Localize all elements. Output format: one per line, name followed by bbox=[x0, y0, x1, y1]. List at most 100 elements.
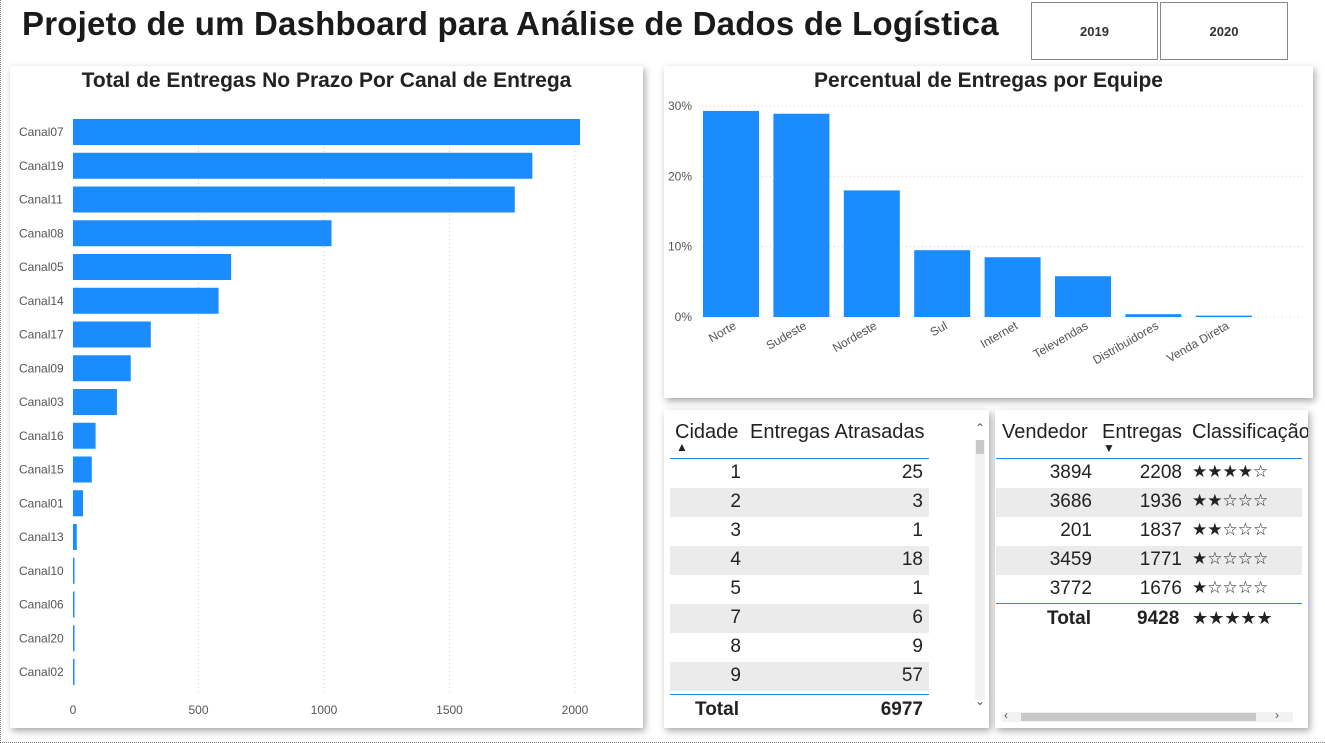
vendedor-total-entregas: 9428 bbox=[1137, 608, 1180, 629]
y-tick-label: Canal01 bbox=[19, 496, 64, 510]
year-slicer-2020-button[interactable]: 2020 bbox=[1160, 2, 1288, 60]
entregas-atrasadas-cell: 9 bbox=[912, 636, 923, 657]
total-divider bbox=[996, 603, 1302, 604]
table-row[interactable]: 9 57 bbox=[670, 662, 929, 691]
entregas-atrasadas-cell: 57 bbox=[901, 665, 923, 686]
star-rating-icon: ★★☆☆☆ bbox=[1192, 520, 1269, 539]
bar-canal06 bbox=[73, 591, 75, 618]
bar-sudeste bbox=[773, 113, 830, 317]
bar-sul bbox=[914, 250, 971, 317]
cidade-total-label: Total bbox=[695, 699, 739, 720]
cidade-vertical-scrollbar[interactable] bbox=[975, 440, 985, 700]
cidade-cell: 3 bbox=[730, 520, 741, 541]
scroll-left-icon[interactable]: ‹ bbox=[1004, 708, 1008, 722]
entregas-atrasadas-cell: 18 bbox=[901, 549, 923, 570]
star-rating-icon: ★★☆☆☆ bbox=[1192, 491, 1269, 510]
entregas-cell: 1676 bbox=[1139, 578, 1182, 599]
cidade-table-panel[interactable]: Cidade Entregas Atrasadas ▲ 1 25 2 3 3 1 4 18 5 1… bbox=[664, 410, 989, 728]
vendedor-horizontal-scrollbar[interactable] bbox=[1001, 712, 1293, 722]
bar-canal11 bbox=[73, 186, 515, 213]
vendedor-total-label: Total bbox=[1047, 608, 1091, 629]
y-tick-label: Canal15 bbox=[19, 463, 64, 477]
vendedor-cell: 3686 bbox=[1049, 491, 1092, 512]
y-tick-label: 0% bbox=[675, 310, 693, 324]
x-tick-label: 0 bbox=[70, 703, 77, 717]
x-tick-label: Distribuidores bbox=[1090, 318, 1161, 367]
y-tick-label: Canal20 bbox=[19, 631, 64, 645]
bar-canal03 bbox=[73, 389, 117, 415]
table-row[interactable]: 3459 1771 ★☆☆☆☆ bbox=[996, 546, 1302, 575]
table-row[interactable]: 3686 1936 ★★☆☆☆ bbox=[996, 488, 1302, 517]
y-tick-label: Canal09 bbox=[19, 361, 64, 375]
x-tick-label: 1000 bbox=[311, 703, 338, 717]
y-tick-label: Canal16 bbox=[19, 429, 64, 443]
scroll-up-icon[interactable]: ⌃ bbox=[975, 421, 986, 435]
star-rating-icon: ★☆☆☆☆ bbox=[1192, 549, 1269, 568]
equipe-chart-title: Percentual de Entregas por Equipe bbox=[814, 69, 1163, 92]
vendedor-column-header[interactable]: Vendedor bbox=[1002, 421, 1088, 443]
bar-norte bbox=[703, 110, 759, 317]
sort-ascending-icon: ▲ bbox=[676, 440, 688, 454]
bar-canal20 bbox=[73, 625, 75, 652]
bar-canal08 bbox=[73, 220, 332, 247]
bar-canal16 bbox=[73, 422, 96, 449]
cidade-column-header[interactable]: Cidade bbox=[675, 421, 739, 443]
y-tick-label: Canal03 bbox=[19, 395, 64, 409]
x-tick-label: 500 bbox=[188, 703, 208, 717]
canal-chart-title: Total de Entregas No Prazo Por Canal de … bbox=[81, 69, 572, 92]
equipe-chart-panel[interactable]: Percentual de Entregas por Equipe 0% 10% 2… bbox=[664, 66, 1313, 398]
x-tick-label: 1500 bbox=[436, 703, 463, 717]
table-row[interactable]: 1 25 bbox=[670, 459, 929, 488]
cidade-cell: 5 bbox=[730, 578, 741, 599]
page-title: Projeto de um Dashboard para Análise de … bbox=[22, 5, 999, 42]
y-tick-label: Canal10 bbox=[19, 564, 64, 578]
table-row[interactable]: 3772 1676 ★☆☆☆☆ bbox=[996, 575, 1302, 604]
vendedor-cell: 3894 bbox=[1049, 462, 1092, 483]
entregas-atrasadas-cell: 1 bbox=[912, 520, 923, 541]
classificacao-column-header[interactable]: Classificação bbox=[1192, 421, 1308, 443]
entregas-column-header[interactable]: Entregas bbox=[1102, 421, 1183, 443]
bar-canal14 bbox=[73, 287, 219, 314]
scrollbar-thumb[interactable] bbox=[976, 440, 984, 454]
scroll-right-icon[interactable]: › bbox=[1275, 708, 1279, 722]
x-tick-label: Sul bbox=[928, 318, 950, 339]
bar-canal02 bbox=[73, 659, 75, 685]
entregas-atrasadas-cell: 6 bbox=[912, 607, 923, 628]
bar-canal01 bbox=[73, 490, 84, 517]
y-tick-label: Canal13 bbox=[19, 530, 64, 544]
y-tick-label: Canal11 bbox=[19, 193, 63, 207]
y-tick-label: Canal02 bbox=[19, 665, 64, 679]
header-divider bbox=[996, 458, 1302, 459]
y-tick-label: Canal07 bbox=[19, 125, 64, 139]
scroll-down-icon[interactable]: ⌄ bbox=[975, 694, 986, 708]
cidade-cell: 4 bbox=[730, 549, 741, 570]
x-tick-label: Venda Direta bbox=[1164, 318, 1231, 365]
x-tick-label: Televendas bbox=[1031, 318, 1091, 360]
cidade-total-value: 6977 bbox=[880, 699, 923, 720]
scrollbar-thumb[interactable] bbox=[1021, 713, 1256, 721]
canal-chart-panel[interactable]: Total de Entregas No Prazo Por Canal de … bbox=[10, 66, 643, 728]
y-tick-label: Canal08 bbox=[19, 226, 64, 240]
table-row[interactable]: 3894 2208 ★★★★☆ bbox=[996, 459, 1302, 488]
y-tick-label: 30% bbox=[668, 99, 692, 113]
table-row[interactable]: 4 18 bbox=[670, 546, 929, 575]
y-tick-label: Canal17 bbox=[19, 328, 64, 342]
x-tick-label: 2000 bbox=[562, 703, 589, 717]
sort-descending-icon: ▼ bbox=[1103, 441, 1115, 455]
y-tick-label: 20% bbox=[668, 169, 692, 183]
entregas-atrasadas-column-header[interactable]: Entregas Atrasadas bbox=[750, 421, 925, 443]
entregas-atrasadas-cell: 1 bbox=[912, 578, 923, 599]
y-tick-label: 10% bbox=[668, 240, 692, 254]
entregas-atrasadas-cell: 3 bbox=[912, 491, 923, 512]
vendedor-table-panel[interactable]: Vendedor Entregas Classificação ▼ 3894 22… bbox=[995, 410, 1308, 728]
year-slicer-2019-button[interactable]: 2019 bbox=[1031, 2, 1158, 60]
table-row[interactable]: 201 1837 ★★☆☆☆ bbox=[996, 517, 1302, 546]
x-tick-label: Nordeste bbox=[830, 318, 879, 355]
vendedor-cell: 201 bbox=[1060, 520, 1092, 541]
cidade-cell: 2 bbox=[730, 491, 741, 512]
